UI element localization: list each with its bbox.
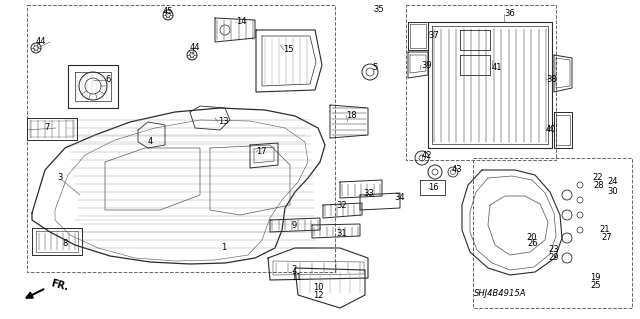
Text: 44: 44 — [36, 38, 47, 47]
Text: 6: 6 — [105, 76, 110, 85]
Text: 40: 40 — [546, 125, 557, 135]
Bar — [27, 5, 335, 272]
Text: SHJ4B4915A: SHJ4B4915A — [474, 290, 526, 299]
Text: 9: 9 — [292, 220, 297, 229]
Text: 13: 13 — [218, 117, 228, 127]
Text: 19: 19 — [590, 273, 600, 283]
Text: 5: 5 — [372, 63, 377, 72]
Text: 24: 24 — [607, 177, 618, 187]
Text: 12: 12 — [313, 291, 323, 300]
Text: 18: 18 — [346, 110, 356, 120]
Text: 11: 11 — [291, 272, 301, 281]
Text: 45: 45 — [163, 8, 173, 17]
Text: 35: 35 — [373, 5, 383, 14]
Text: 32: 32 — [336, 202, 347, 211]
Text: 16: 16 — [428, 183, 438, 192]
Text: 21: 21 — [599, 226, 609, 234]
Text: 17: 17 — [256, 147, 267, 157]
Text: 41: 41 — [492, 63, 502, 72]
Text: 34: 34 — [394, 194, 404, 203]
Text: 3: 3 — [57, 174, 62, 182]
Text: 39: 39 — [421, 61, 431, 70]
Text: 14: 14 — [236, 18, 246, 26]
Text: 38: 38 — [546, 76, 557, 85]
Text: 43: 43 — [452, 166, 463, 174]
Text: 15: 15 — [283, 46, 294, 55]
Text: 33: 33 — [363, 189, 374, 197]
Text: 36: 36 — [504, 10, 515, 19]
Text: 42: 42 — [422, 151, 433, 160]
Text: 1: 1 — [221, 243, 227, 253]
Text: 27: 27 — [601, 234, 612, 242]
Text: 26: 26 — [527, 240, 538, 249]
Text: 20: 20 — [526, 233, 536, 241]
Bar — [473, 158, 632, 308]
Text: 2: 2 — [291, 264, 296, 273]
Text: 30: 30 — [607, 188, 618, 197]
Text: 31: 31 — [336, 228, 347, 238]
Text: 22: 22 — [592, 174, 602, 182]
Text: FR.: FR. — [50, 278, 70, 292]
Text: 44: 44 — [190, 43, 200, 53]
Text: 29: 29 — [548, 253, 559, 262]
Text: 23: 23 — [548, 246, 559, 255]
Text: 10: 10 — [313, 284, 323, 293]
Text: 7: 7 — [44, 123, 49, 132]
Text: 28: 28 — [593, 182, 604, 190]
Text: 25: 25 — [590, 280, 600, 290]
Text: 8: 8 — [62, 239, 67, 248]
Text: 4: 4 — [148, 137, 153, 145]
Bar — [406, 5, 556, 160]
Text: 37: 37 — [428, 31, 439, 40]
